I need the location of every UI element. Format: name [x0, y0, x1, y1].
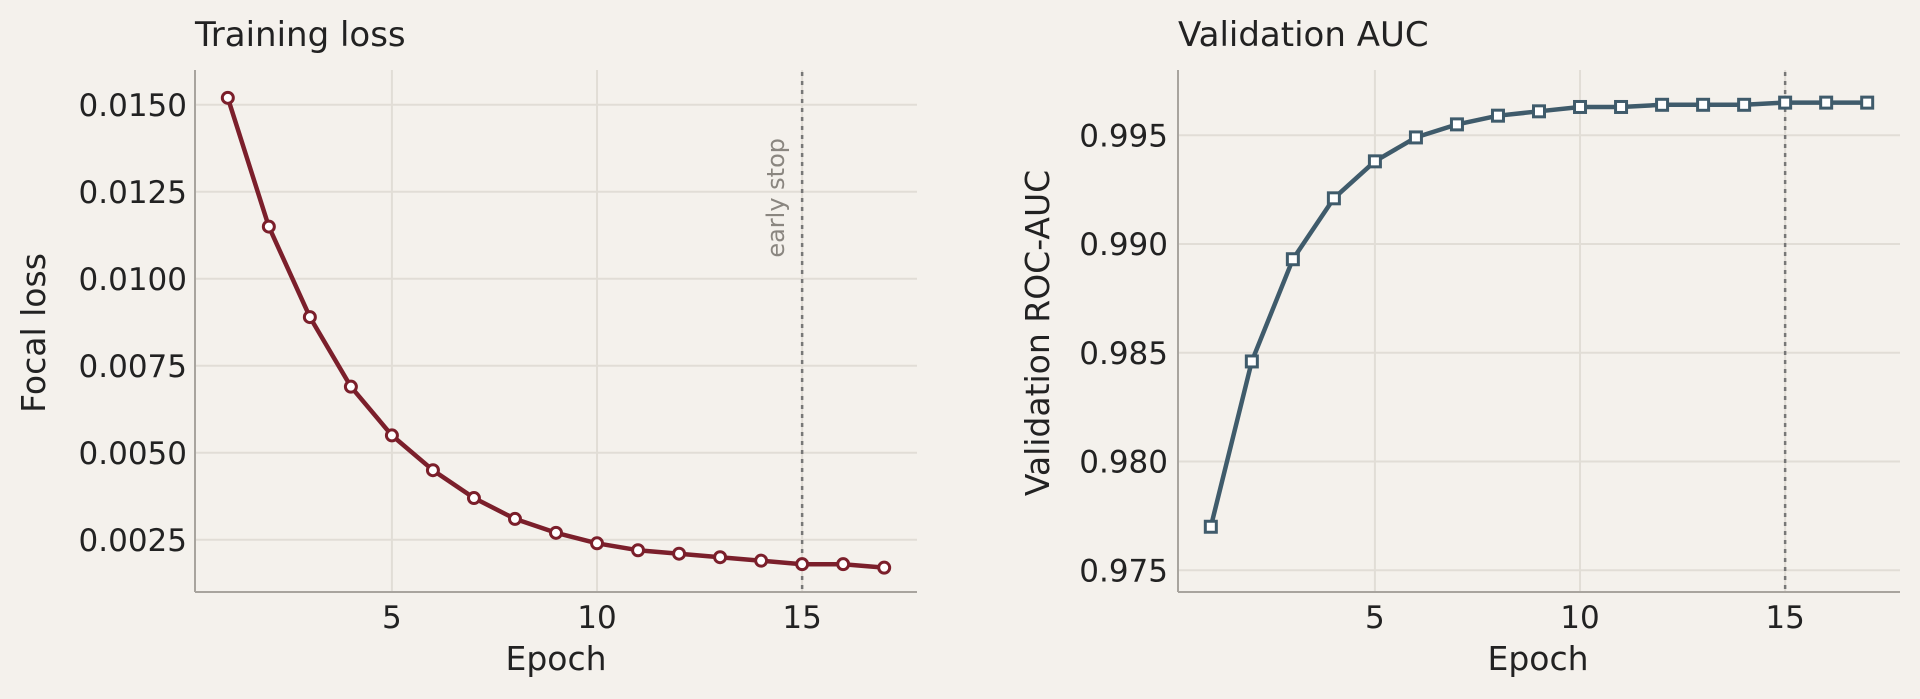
validation-auc-y-tick-label: 0.990: [1079, 227, 1168, 263]
training-loss-point: [302, 310, 317, 325]
validation-auc-point: [1696, 97, 1711, 112]
validation-auc-point: [1860, 95, 1875, 110]
validation-auc-point: [1532, 104, 1546, 119]
training-loss-x-tick-label: 5: [382, 600, 402, 636]
training-loss-xlabel: Epoch: [505, 639, 606, 678]
training-loss-y-tick-label: 0.0100: [79, 262, 187, 298]
validation-auc-y-tick-label: 0.985: [1079, 336, 1168, 372]
training-loss-point: [466, 491, 481, 506]
training-loss-y-tick-label: 0.0150: [79, 88, 187, 124]
training-loss-point: [713, 550, 728, 565]
validation-auc-point: [1326, 191, 1341, 206]
training-loss-title: Training loss: [194, 15, 406, 55]
validation-auc-point: [1819, 95, 1834, 110]
validation-auc-x-tick-label: 15: [1765, 600, 1804, 636]
validation-auc-point: [1285, 252, 1300, 267]
training-loss-point: [836, 557, 851, 572]
training-loss-y-tick-label: 0.0075: [79, 349, 187, 385]
training-loss-y-tick-label: 0.0025: [79, 523, 187, 559]
validation-auc-point: [1737, 97, 1752, 112]
validation-auc-point: [1449, 117, 1464, 132]
training-loss-y-tick-label: 0.0050: [79, 436, 187, 472]
training-loss-point: [425, 463, 440, 478]
training-loss-x-tick-label: 10: [577, 600, 616, 636]
training-loss-point: [507, 511, 522, 526]
validation-auc-xlabel: Epoch: [1487, 639, 1588, 678]
validation-auc-x-tick-label: 5: [1365, 600, 1385, 636]
validation-auc-x-tick-label: 10: [1560, 600, 1599, 636]
training-loss-point: [549, 525, 563, 540]
training-loss-point: [220, 90, 235, 105]
training-loss-point: [590, 536, 605, 551]
training-loss-x-tick-label: 15: [782, 600, 821, 636]
training-loss-point: [877, 560, 892, 575]
training-loss-y-tick-label: 0.0125: [79, 175, 187, 211]
training-loss-point: [672, 546, 687, 561]
validation-auc-y-tick-label: 0.995: [1079, 118, 1168, 154]
training-loss-point: [384, 428, 399, 443]
training-loss-point: [754, 553, 769, 568]
training-loss-grid-layer: 5 10 15 0.0025 0.0050 0.0075 0.0100 0.0125 0.015…: [79, 70, 917, 636]
validation-auc-y-tick-label: 0.975: [1079, 553, 1168, 589]
training-loss-point: [261, 219, 276, 234]
training-loss-point: [631, 543, 646, 558]
validation-auc-point: [1367, 154, 1382, 169]
validation-auc-point: [1408, 130, 1423, 145]
validation-auc-grid-layer: 5 10 15 0.975 0.980 0.985 0.990 0.995: [1079, 70, 1900, 636]
validation-auc-ylabel: Validation ROC-AUC: [1018, 170, 1057, 496]
validation-auc-point: [1614, 99, 1629, 114]
validation-auc-point: [1778, 95, 1793, 110]
training-loss-point: [795, 557, 810, 572]
validation-auc-series-line: [1208, 100, 1870, 530]
validation-auc-point: [1203, 519, 1218, 534]
training-loss-point: [343, 379, 358, 394]
validation-auc-title: Validation AUC: [1178, 15, 1429, 55]
training-loss-panel: 5 10 15 0.0025 0.0050 0.0075 0.0100 0.0125 0.015…: [14, 15, 917, 678]
validation-auc-panel: 5 10 15 0.975 0.980 0.985 0.990 0.995 Validatio…: [1018, 15, 1900, 678]
validation-auc-y-tick-label: 0.980: [1079, 445, 1168, 481]
validation-auc-point: [1573, 99, 1588, 114]
validation-auc-point: [1490, 108, 1505, 123]
validation-auc-point: [1655, 97, 1670, 112]
early-stop-annotation: early stop: [762, 138, 790, 258]
training-loss-ylabel: Focal loss: [14, 253, 53, 413]
validation-auc-point: [1244, 354, 1259, 369]
